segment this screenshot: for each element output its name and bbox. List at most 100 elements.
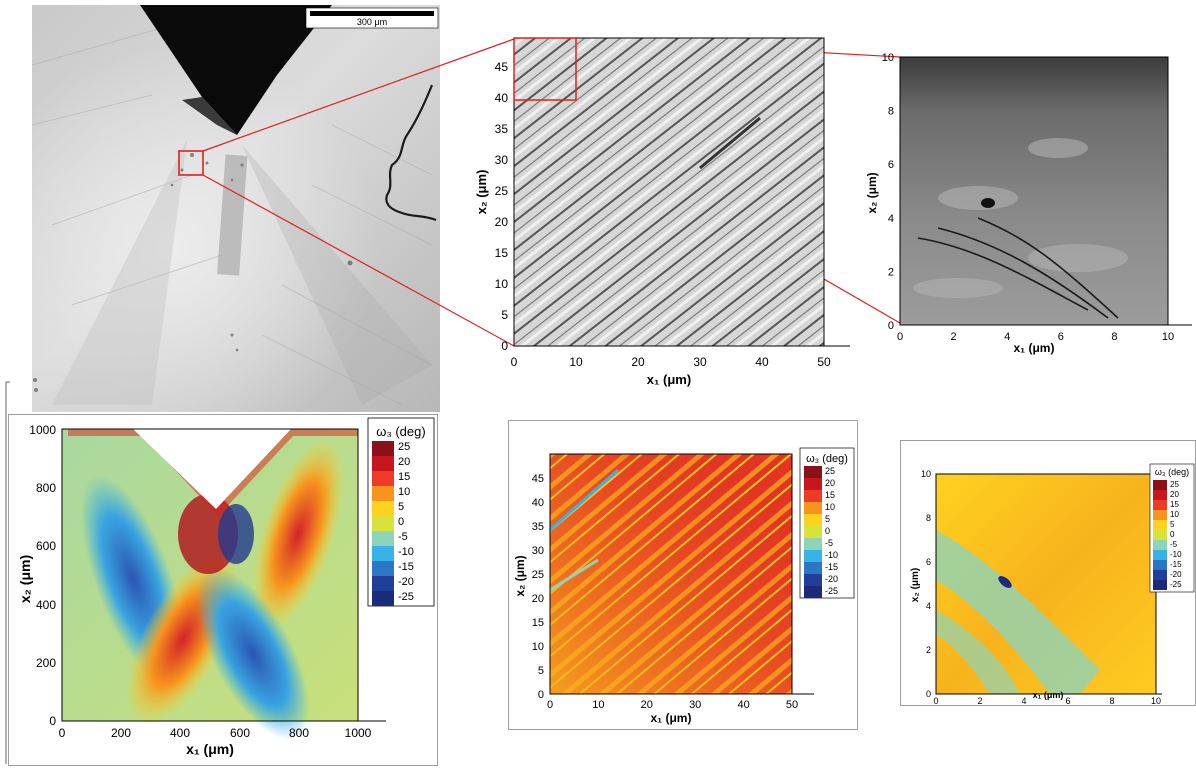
legend-level: 5 (1170, 520, 1175, 529)
rotation-map-50um-panel: 0 10 20 30 40 50 0 5 10 15 20 25 30 35 4… (508, 420, 858, 730)
x-tick-label: 4 (1021, 696, 1026, 706)
legend-level: 5 (825, 514, 830, 524)
y-tick-label: 40 (532, 497, 544, 509)
legend-level: -10 (398, 546, 414, 558)
y-tick-label: 0 (501, 339, 508, 353)
legend-level: -20 (398, 576, 414, 588)
legend-swatch (1153, 570, 1167, 580)
legend-swatch (1153, 550, 1167, 560)
legend-swatch (804, 562, 822, 574)
x-tick-label: 6 (1065, 696, 1070, 706)
legend-swatch (804, 478, 822, 490)
legend-level: 10 (825, 502, 835, 512)
legend-level: 25 (1170, 480, 1179, 489)
y-tick-label: 8 (888, 106, 894, 118)
colorbar-legend: ω₃ (deg) 25 20 15 10 5 0 -5 -10 -15 -20 … (367, 417, 435, 607)
scale-bar-label: 300 μm (357, 17, 387, 27)
y-tick-label: 40 (495, 91, 509, 105)
y-tick-label: 25 (532, 569, 544, 581)
y-axis-label: x₂ (μm) (513, 555, 527, 596)
y-tick-label: 5 (501, 308, 508, 322)
x-tick-label: 400 (170, 726, 190, 740)
legend-swatch (1153, 540, 1167, 550)
y-tick-label: 5 (538, 665, 544, 677)
legend-level: 20 (1170, 490, 1179, 499)
y-tick-label: 45 (532, 473, 544, 485)
legend-swatch (804, 574, 822, 586)
x-tick-label: 8 (1111, 331, 1117, 343)
legend-level: -5 (398, 531, 408, 543)
legend-level: 15 (1170, 500, 1179, 509)
x-tick-label: 600 (230, 726, 250, 740)
gray-map-10um-panel: 0 2 4 6 8 10 0 2 4 6 8 10 x₁ (μm) x₂ (μm… (858, 48, 1196, 358)
y-tick-label: 800 (36, 481, 56, 495)
legend-swatch (804, 490, 822, 502)
legend-swatch (372, 561, 394, 576)
micrograph-panel: 300 μm (31, 5, 440, 412)
legend-swatch (1153, 580, 1167, 590)
legend-level: -5 (825, 538, 833, 548)
rotation-map-1000um: 0 200 400 600 800 1000 0 200 400 600 800… (8, 414, 438, 766)
y-axis-label: x₂ (μm) (17, 555, 33, 603)
legend-swatch (1153, 510, 1167, 520)
x-tick-label: 10 (1162, 331, 1174, 343)
legend-swatch (1153, 520, 1167, 530)
x-tick-label: 0 (547, 699, 553, 711)
y-tick-label: 8 (926, 513, 931, 523)
x-axis-label: x₁ (μm) (1014, 341, 1055, 355)
x-tick-label: 4 (1004, 331, 1010, 343)
x-tick-label: 20 (641, 699, 653, 711)
x-tick-label: 0 (511, 355, 518, 369)
legend-title: ω₃ (deg) (1155, 467, 1189, 477)
x-axis-label: x₁ (μm) (186, 741, 234, 757)
x-tick-label: 50 (786, 699, 798, 711)
legend-level: 25 (398, 441, 410, 453)
legend-level: 20 (398, 456, 410, 468)
legend-swatch (1153, 530, 1167, 540)
x-tick-label: 20 (631, 355, 645, 369)
x-tick-label: 30 (689, 699, 701, 711)
legend-swatch (372, 441, 394, 456)
legend-level: -15 (1170, 560, 1182, 569)
legend-level: 0 (825, 526, 830, 536)
y-axis-label: x₂ (μm) (865, 172, 879, 213)
x-tick-label: 8 (1109, 696, 1114, 706)
legend-swatch (372, 486, 394, 501)
y-tick-label: 0 (888, 320, 894, 332)
legend-swatch (372, 531, 394, 546)
y-tick-label: 0 (926, 689, 931, 699)
legend-swatch (804, 514, 822, 526)
zoom-box-micrograph (178, 150, 204, 176)
y-axis-label: x₂ (μm) (910, 568, 921, 602)
x-axis-label: x₁ (μm) (1032, 690, 1064, 700)
x-tick-label: 10 (1151, 696, 1161, 706)
y-tick-label: 45 (495, 60, 509, 74)
legend-level: 20 (825, 478, 835, 488)
legend-level: -10 (1170, 550, 1182, 559)
legend-swatch (804, 586, 822, 598)
x-tick-label: 6 (1058, 331, 1064, 343)
legend-level: -15 (398, 561, 414, 573)
legend-title: ω₃ (deg) (806, 453, 848, 465)
panel-bracket (5, 381, 10, 764)
legend-swatch (804, 502, 822, 514)
legend-swatch (1153, 490, 1167, 500)
legend-swatch (804, 526, 822, 538)
x-tick-label: 10 (592, 699, 604, 711)
micrograph-image: 300 μm (31, 5, 440, 412)
legend-level: -5 (1170, 540, 1178, 549)
rotation-map-1000um-panel: 0 200 400 600 800 1000 0 200 400 600 800… (8, 414, 438, 766)
y-tick-label: 400 (36, 598, 56, 612)
x-tick-label: 2 (977, 696, 982, 706)
legend-level: -25 (398, 591, 414, 603)
x-tick-label: 10 (569, 355, 583, 369)
y-tick-label: 25 (495, 184, 509, 198)
legend-level: -25 (1170, 580, 1182, 589)
rotation-map-10um-panel: 0 2 4 6 8 10 0 2 4 6 8 10 x₂ (μm) ω₃ (de… (900, 440, 1196, 706)
legend-level: -20 (825, 574, 838, 584)
y-tick-label: 10 (921, 469, 931, 479)
legend-level: 15 (825, 490, 835, 500)
legend-swatch (372, 576, 394, 591)
legend-level: -25 (825, 586, 838, 596)
legend-level: 25 (825, 466, 835, 476)
